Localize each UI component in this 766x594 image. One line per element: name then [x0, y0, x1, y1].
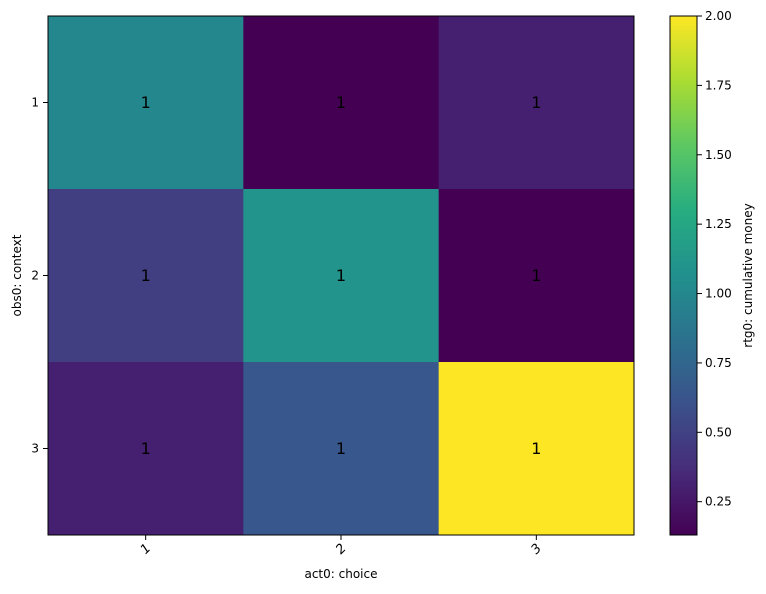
cell-value-label: 1: [531, 93, 541, 112]
colorbar-tick-label: 1.25: [705, 217, 732, 231]
cell-value-label: 1: [336, 93, 346, 112]
cell-value-label: 1: [141, 439, 151, 458]
colorbar-tick-label: 1.00: [705, 287, 732, 301]
heatmap-cells: [48, 16, 635, 536]
heatmap-cell: [48, 362, 244, 536]
heatmap-cell: [438, 362, 635, 536]
cell-value-label: 1: [336, 439, 346, 458]
cell-value-label: 1: [531, 266, 541, 285]
y-tick-label: 3: [31, 442, 39, 456]
x-tick-label: 3: [528, 541, 544, 557]
heatmap-cell-labels: 1 1 1 1 1 1 1 1 1: [141, 93, 542, 458]
colorbar-label: rtg0: cumulative money: [741, 203, 755, 347]
colorbar-tick-label: 1.75: [705, 78, 732, 92]
colorbar-tick-label: 0.25: [705, 495, 732, 509]
heatmap-cell: [48, 16, 244, 190]
heatmap-cell: [243, 189, 440, 363]
colorbar-tick-label: 1.50: [705, 148, 732, 162]
cell-value-label: 1: [141, 93, 151, 112]
y-tick-label: 2: [31, 269, 39, 283]
x-tick-label: 2: [333, 541, 349, 557]
cell-value-label: 1: [141, 266, 151, 285]
x-axis-label: act0: choice: [304, 567, 377, 581]
x-axis-ticks: 1 2 3: [138, 535, 545, 558]
y-axis-label: obs0: context: [10, 234, 24, 316]
x-tick-label: 1: [138, 541, 154, 557]
colorbar: [669, 15, 698, 536]
cell-value-label: 1: [336, 266, 346, 285]
colorbar-ticks: 0.25 0.50 0.75 1.00 1.25 1.50 1.75 2.00: [697, 9, 732, 509]
heatmap-cell: [438, 189, 635, 363]
heatmap-cell: [438, 16, 635, 190]
heatmap-cell: [243, 16, 440, 190]
colorbar-tick-label: 0.75: [705, 356, 732, 370]
y-axis-ticks: 1 2 3: [31, 96, 48, 456]
cell-value-label: 1: [531, 439, 541, 458]
heatmap-cell: [243, 362, 440, 536]
y-tick-label: 1: [31, 96, 39, 110]
colorbar-tick-label: 2.00: [705, 9, 732, 23]
heatmap-cell: [48, 189, 244, 363]
colorbar-tick-label: 0.50: [705, 425, 732, 439]
